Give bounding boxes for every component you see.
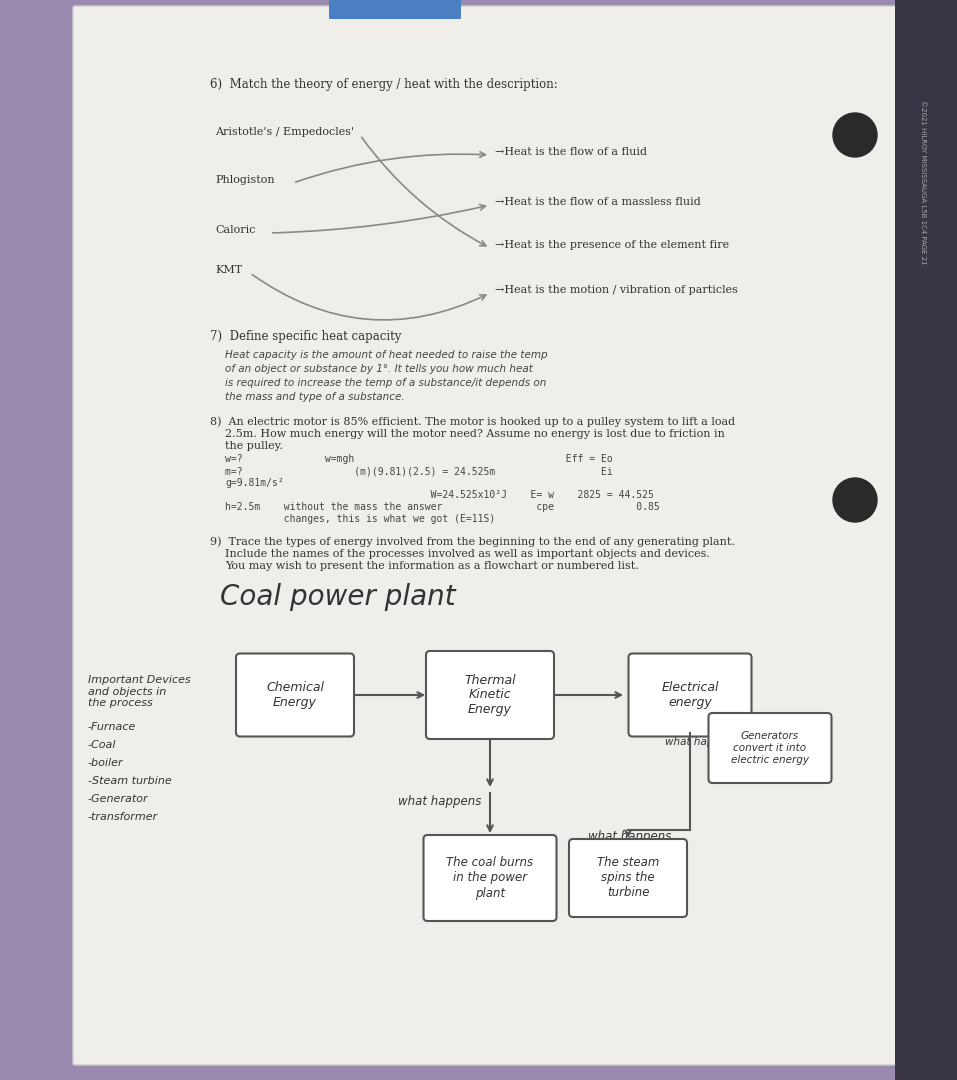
Text: 2.5m. How much energy will the motor need? Assume no energy is lost due to frict: 2.5m. How much energy will the motor nee… <box>225 429 724 438</box>
Text: Phlogiston: Phlogiston <box>215 175 275 185</box>
Text: 9)  Trace the types of energy involved from the beginning to the end of any gene: 9) Trace the types of energy involved fr… <box>210 537 735 546</box>
Text: Include the names of the processes involved as well as important objects and dev: Include the names of the processes invol… <box>225 549 710 559</box>
Text: Electrical
energy: Electrical energy <box>661 681 719 708</box>
FancyBboxPatch shape <box>426 651 554 739</box>
Text: Aristotle's / Empedocles': Aristotle's / Empedocles' <box>215 127 354 137</box>
Text: g=9.81m/s²: g=9.81m/s² <box>225 478 283 488</box>
Text: -Steam turbine: -Steam turbine <box>88 777 171 786</box>
Text: w=?              w=mgh                                    Eff = Eo: w=? w=mgh Eff = Eo <box>225 454 612 464</box>
Text: →Heat is the flow of a fluid: →Heat is the flow of a fluid <box>495 147 647 157</box>
Text: The coal burns
in the power
plant: The coal burns in the power plant <box>446 856 534 900</box>
Text: 7)  Define specific heat capacity: 7) Define specific heat capacity <box>210 330 401 343</box>
Text: ©2021 HILROY MISSISSAUGA L5B 1C4 PAGE 21: ©2021 HILROY MISSISSAUGA L5B 1C4 PAGE 21 <box>920 100 926 265</box>
FancyBboxPatch shape <box>73 6 897 1065</box>
Text: -Furnace: -Furnace <box>88 723 137 732</box>
Text: KMT: KMT <box>215 265 242 275</box>
Text: →Heat is the flow of a massless fluid: →Heat is the flow of a massless fluid <box>495 197 701 207</box>
Text: -transformer: -transformer <box>88 812 158 822</box>
Circle shape <box>833 478 877 522</box>
FancyBboxPatch shape <box>569 839 687 917</box>
Text: h=2.5m    without the mass the answer                cpe              0.85: h=2.5m without the mass the answer cpe 0… <box>225 502 659 512</box>
Text: Generators
convert it into
electric energy: Generators convert it into electric ener… <box>731 731 809 765</box>
FancyBboxPatch shape <box>424 835 557 921</box>
Text: changes, this is what we got (E=11S): changes, this is what we got (E=11S) <box>225 514 496 524</box>
Text: the pulley.: the pulley. <box>225 441 283 451</box>
Text: 8)  An electric motor is 85% efficient. The motor is hooked up to a pulley syste: 8) An electric motor is 85% efficient. T… <box>210 417 735 427</box>
FancyBboxPatch shape <box>236 653 354 737</box>
Text: is required to increase the temp of a substance/it depends on: is required to increase the temp of a su… <box>225 378 546 388</box>
Text: →Heat is the presence of the element fire: →Heat is the presence of the element fir… <box>495 240 729 249</box>
FancyBboxPatch shape <box>708 713 832 783</box>
FancyBboxPatch shape <box>629 653 751 737</box>
Text: 6)  Match the theory of energy / heat with the description:: 6) Match the theory of energy / heat wit… <box>210 78 558 91</box>
Text: of an object or substance by 1°. It tells you how much heat: of an object or substance by 1°. It tell… <box>225 364 533 374</box>
Text: Caloric: Caloric <box>215 225 256 235</box>
Text: -Coal: -Coal <box>88 740 117 750</box>
Text: Heat capacity is the amount of heat needed to raise the temp: Heat capacity is the amount of heat need… <box>225 350 547 360</box>
Text: You may wish to present the information as a flowchart or numbered list.: You may wish to present the information … <box>225 561 638 571</box>
FancyBboxPatch shape <box>329 0 461 19</box>
Text: what happens: what happens <box>588 831 672 843</box>
Text: -Generator: -Generator <box>88 794 148 804</box>
Text: →Heat is the motion / vibration of particles: →Heat is the motion / vibration of parti… <box>495 285 738 295</box>
Text: m=?                   (m)(9.81)(2.5) = 24.525m                  Ei: m=? (m)(9.81)(2.5) = 24.525m Ei <box>225 465 612 476</box>
Text: the mass and type of a substance.: the mass and type of a substance. <box>225 392 405 402</box>
Text: Coal power plant: Coal power plant <box>220 583 456 611</box>
Text: what happens: what happens <box>398 795 481 808</box>
Text: Thermal
Kinetic
Energy: Thermal Kinetic Energy <box>464 674 516 716</box>
Circle shape <box>833 113 877 157</box>
Text: what happ...: what happ... <box>665 737 730 747</box>
Text: Chemical
Energy: Chemical Energy <box>266 681 324 708</box>
Text: W=24.525x10²J    E= w    2825 = 44.525: W=24.525x10²J E= w 2825 = 44.525 <box>225 490 654 500</box>
Text: Important Devices
and objects in
the process: Important Devices and objects in the pro… <box>88 675 190 708</box>
Text: -boiler: -boiler <box>88 758 123 768</box>
Bar <box>895 0 957 1080</box>
Text: The steam
spins the
turbine: The steam spins the turbine <box>597 856 659 900</box>
